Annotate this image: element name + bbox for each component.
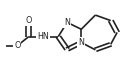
Text: HN: HN xyxy=(37,32,49,41)
Text: O: O xyxy=(14,41,20,50)
Text: O: O xyxy=(26,16,32,25)
Text: N: N xyxy=(64,18,70,27)
Text: N: N xyxy=(78,38,84,47)
